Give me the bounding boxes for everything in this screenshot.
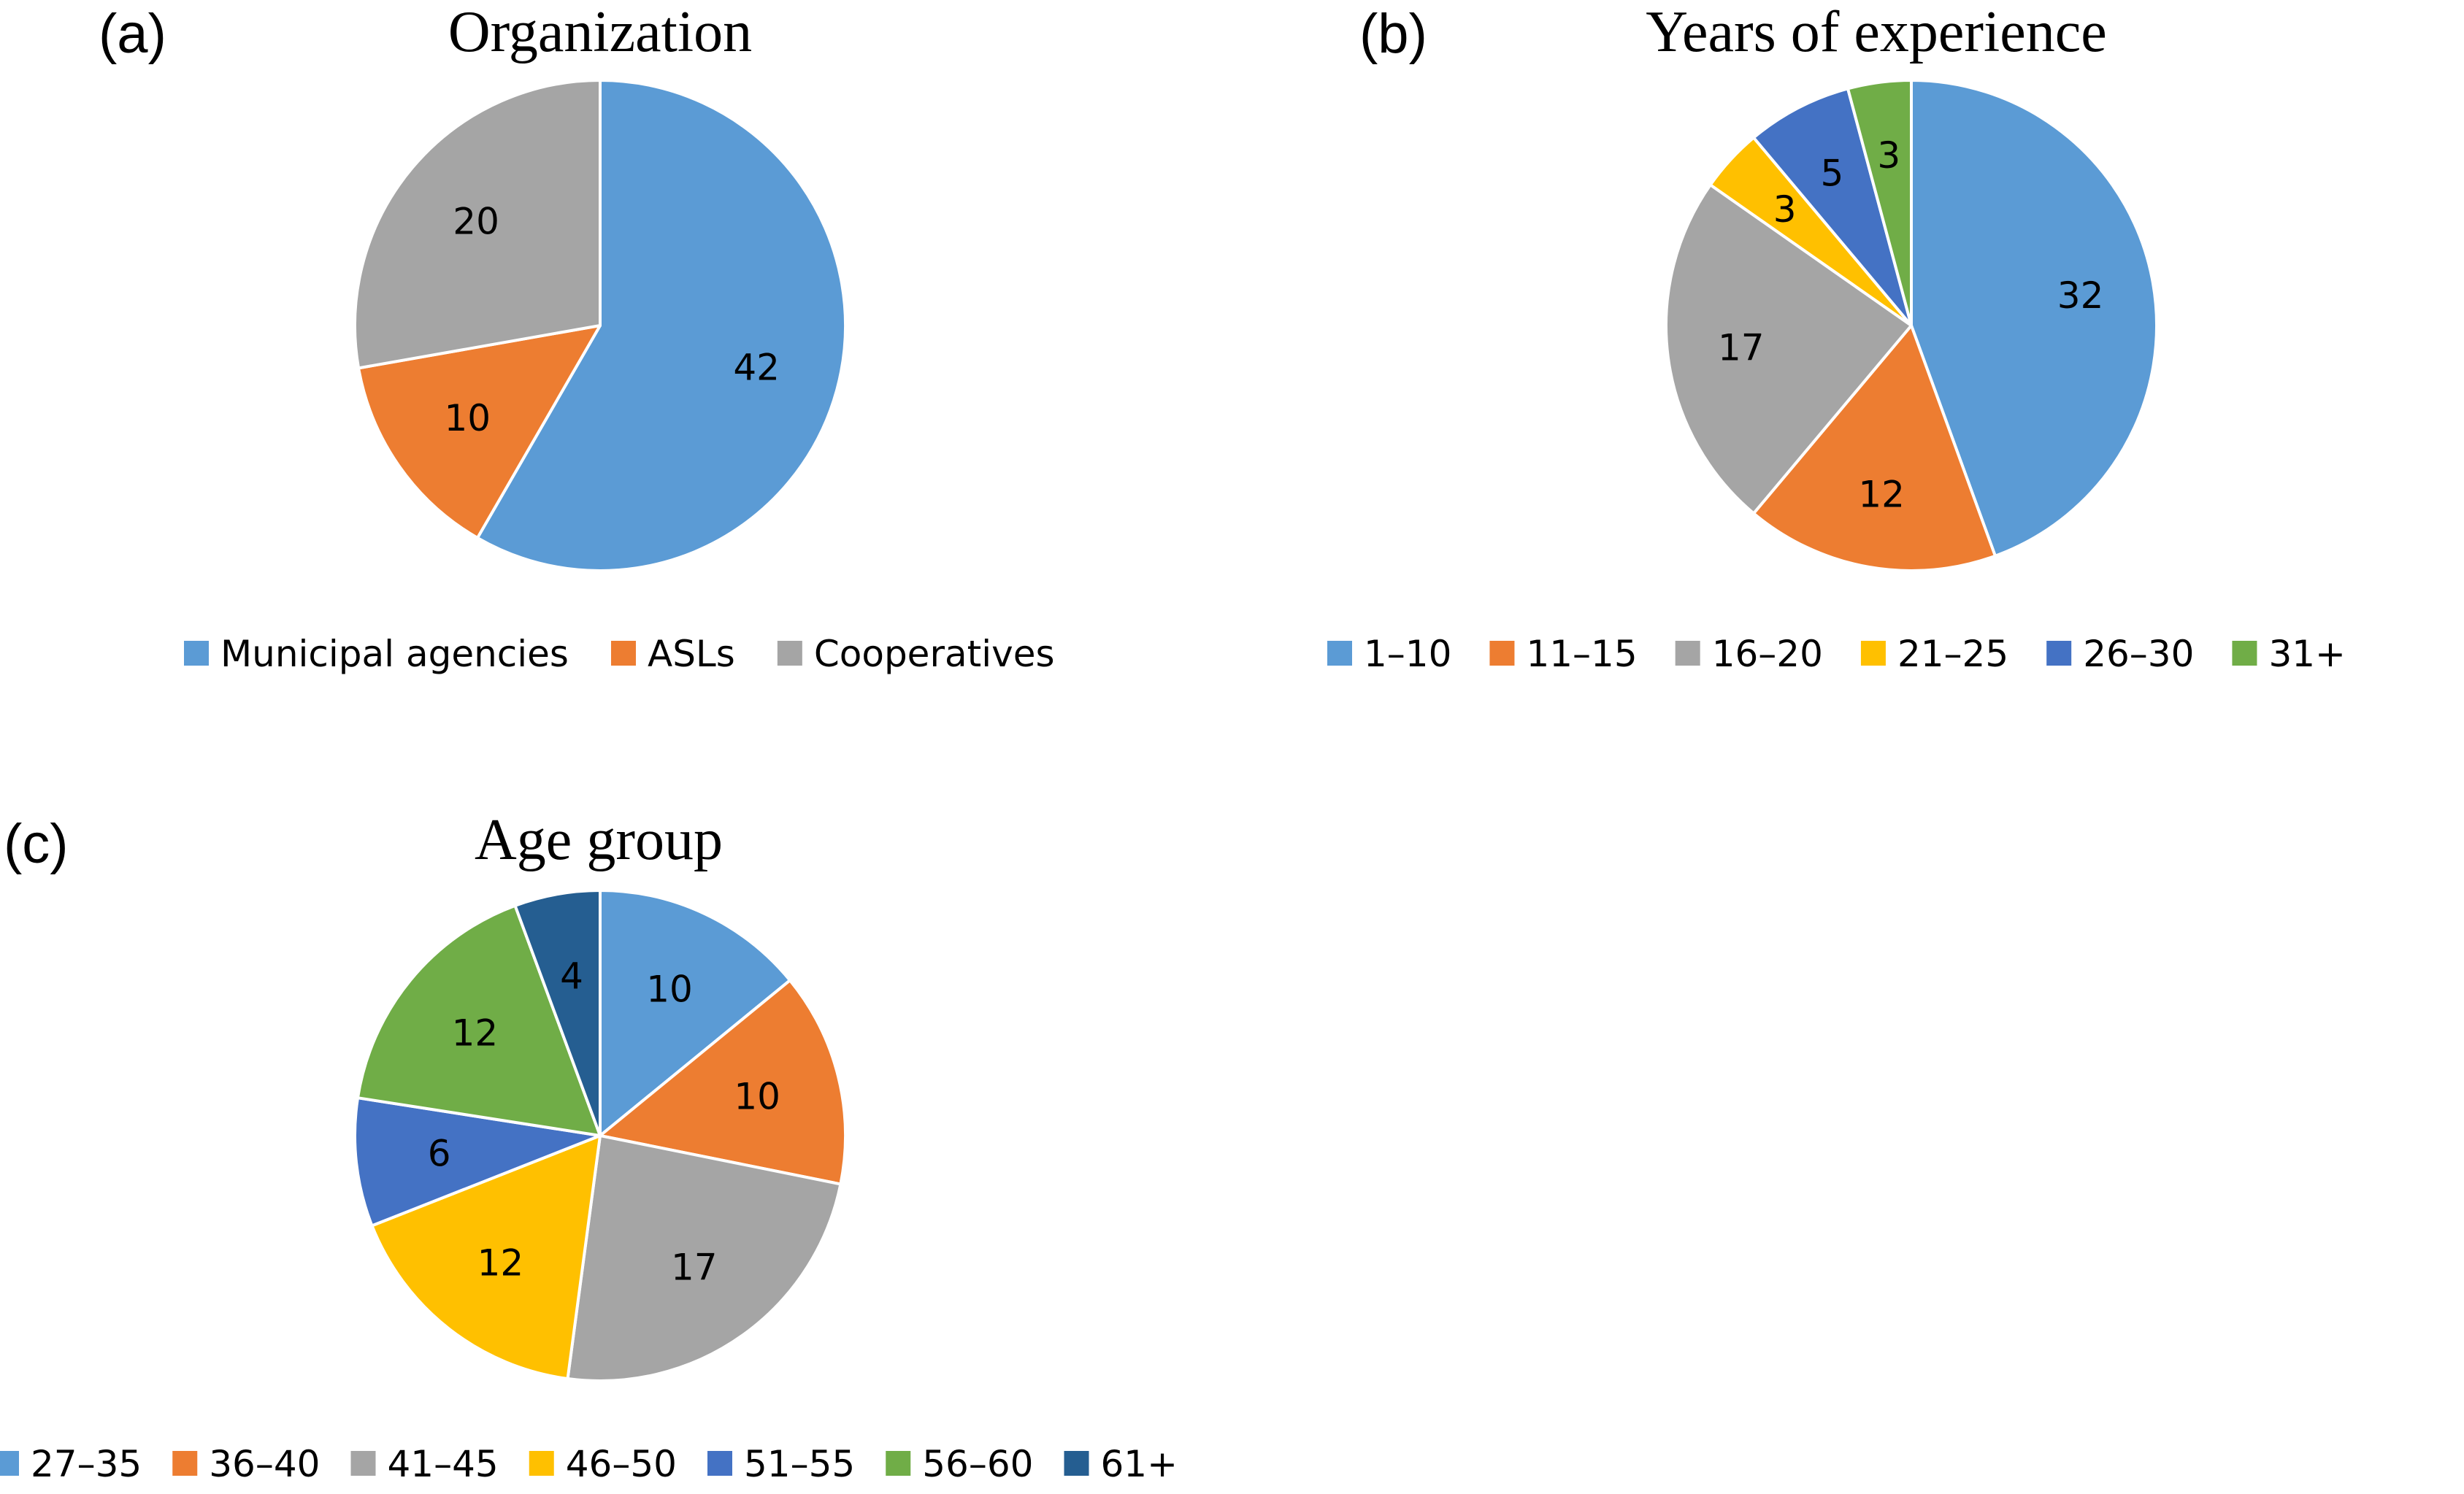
panel-c-legend-swatch-27-35: [0, 1451, 19, 1476]
panel-b-slice-11-15: [1752, 324, 1997, 573]
panel-c-letter: (c): [4, 813, 69, 875]
panel-a-slice-label-municipal-agencies: 42: [733, 346, 780, 388]
panel-a-legend-swatch-cooperatives: [777, 641, 802, 666]
panel-b-slice-label-26-30: 5: [1820, 152, 1843, 194]
panel-a-legend: Municipal agencies ASLs Cooperatives: [184, 633, 1055, 675]
panel-c-legend-swatch-36-40: [172, 1451, 198, 1476]
panel-c-slices: [353, 889, 847, 1382]
panel-c-slice-51-55: [353, 1096, 602, 1228]
panel-b-slice-label-21-25: 3: [1773, 188, 1797, 231]
panel-b-slice-1-10: [1910, 79, 2159, 558]
panel-b-legend-label-21-25: 21–25: [1897, 633, 2008, 675]
panel-b-legend-label-11-15: 11–15: [1526, 633, 1637, 675]
panel-b-slice-26-30: [1752, 87, 1913, 327]
panel-b-slice-16-20: [1665, 183, 1913, 515]
panel-b-legend-swatch-16-20: [1675, 641, 1700, 666]
panel-c-legend-swatch-56-60: [886, 1451, 911, 1476]
panel-b-slice-labels: 32 12 17 35 3: [1718, 134, 2103, 516]
panel-c-slice-61plus: [513, 889, 602, 1137]
panel-c: (c) Age group 10 10 17 12 6 12 4 27–35 36–40 41–…: [0, 808, 1178, 1485]
panel-b-legend: 1–10 11–15 16–20 21–25 26–30 31+: [1327, 633, 2346, 675]
panel-c-legend-label-46-50: 46–50: [566, 1443, 677, 1485]
panel-c-legend-swatch-61plus: [1064, 1451, 1089, 1476]
panel-c-slice-label-46-50: 12: [477, 1242, 524, 1285]
panel-c-legend-swatch-51-55: [707, 1451, 732, 1476]
panel-b-legend-label-26-30: 26–30: [2083, 633, 2194, 675]
panel-c-slice-label-56-60: 12: [452, 1012, 499, 1055]
panel-a-slice-asls: [357, 324, 602, 539]
panel-a-slices: [353, 79, 847, 572]
panel-c-legend-label-61plus: 61+: [1101, 1443, 1178, 1485]
panel-c-slice-label-51-55: 6: [428, 1133, 451, 1175]
panel-b: (b) Years of experience 32 12 17 35 3 1–10 11…: [1327, 0, 2346, 675]
panel-a-slice-labels: 42 10 20: [444, 201, 780, 440]
panel-b-legend-label-31plus: 31+: [2268, 633, 2346, 675]
panel-b-slices: [1665, 79, 2159, 573]
panel-b-slice-31plus: [1846, 79, 1913, 327]
panel-c-legend-swatch-41-45: [350, 1451, 376, 1476]
panel-b-slice-label-1-10: 32: [2057, 274, 2104, 317]
panel-c-legend: 27–35 36–40 41–45 46–50 51–55 56–60 61+: [0, 1443, 1178, 1485]
panel-c-legend-label-36-40: 36–40: [209, 1443, 320, 1485]
panel-b-legend-label-16-20: 16–20: [1712, 633, 1823, 675]
panel-c-legend-label-51-55: 51–55: [744, 1443, 855, 1485]
panel-c-slice-46-50: [370, 1134, 602, 1381]
panel-b-letter: (b): [1359, 3, 1427, 65]
panel-b-title: Years of experience: [1646, 0, 2107, 64]
panel-c-legend-label-56-60: 56–60: [922, 1443, 1033, 1485]
panel-c-slice-label-27-35: 10: [646, 969, 693, 1011]
panel-b-slice-label-31plus: 3: [1877, 134, 1900, 177]
panel-a-legend-label-asls: ASLs: [648, 633, 735, 675]
panel-a-slice-municipal-agencies: [476, 79, 847, 572]
panel-a-slice-label-cooperatives: 20: [453, 201, 499, 243]
panel-c-slice-label-41-45: 17: [671, 1247, 718, 1289]
panel-a-legend-label-cooperatives: Cooperatives: [814, 633, 1055, 675]
panel-b-legend-swatch-1-10: [1327, 641, 1352, 666]
panel-c-legend-label-41-45: 41–45: [388, 1443, 499, 1485]
panel-a-legend-swatch-municipal-agencies: [184, 641, 209, 666]
panel-c-slice-27-35: [599, 889, 792, 1137]
panel-c-legend-label-27-35: 27–35: [31, 1443, 142, 1485]
panel-a-letter: (a): [99, 3, 166, 65]
panel-b-legend-label-1-10: 1–10: [1364, 633, 1451, 675]
panel-c-title: Age group: [475, 808, 723, 872]
panel-a-legend-label-municipal-agencies: Municipal agencies: [220, 633, 569, 675]
panel-a: (a) Organization 42 10 20 Municipal agenci…: [99, 0, 1055, 675]
panel-a-slice-label-asls: 10: [444, 397, 491, 439]
panel-a-slice-cooperatives: [353, 79, 602, 370]
panel-c-slice-labels: 10 10 17 12 6 12 4: [428, 955, 780, 1289]
panel-b-legend-swatch-31plus: [2232, 641, 2257, 666]
panel-b-legend-swatch-26-30: [2046, 641, 2072, 666]
panel-a-title: Organization: [448, 0, 752, 64]
panel-c-slice-56-60: [356, 904, 602, 1137]
panel-a-legend-swatch-asls: [610, 641, 636, 666]
panel-b-slice-label-11-15: 12: [1858, 474, 1905, 516]
panel-c-legend-swatch-46-50: [529, 1451, 554, 1476]
panel-c-slice-36-40: [599, 979, 847, 1186]
panel-c-slice-41-45: [566, 1134, 843, 1382]
panel-b-legend-swatch-11-15: [1489, 641, 1515, 666]
panel-c-slice-label-61plus: 4: [560, 955, 583, 998]
panel-c-slice-label-36-40: 10: [734, 1076, 780, 1118]
panel-b-legend-swatch-21-25: [1860, 641, 1886, 666]
panel-b-slice-label-16-20: 17: [1718, 327, 1765, 369]
